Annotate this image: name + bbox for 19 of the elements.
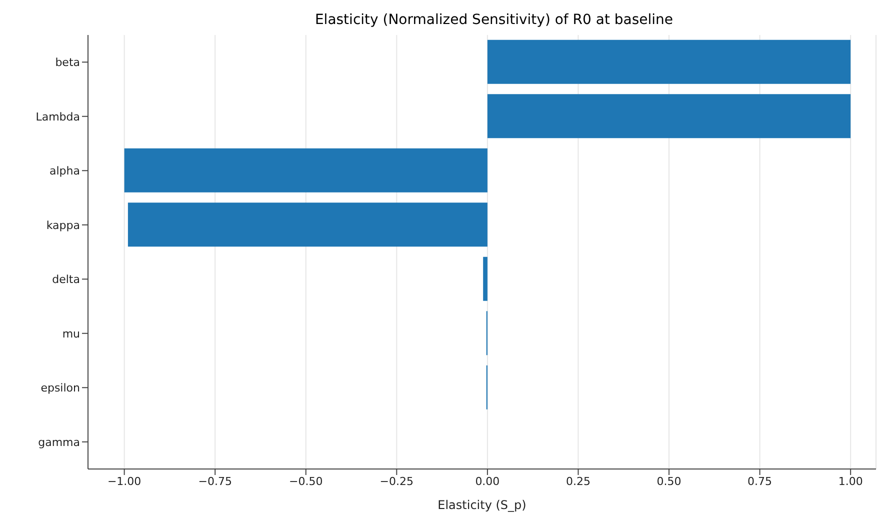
x-tick-label: −0.75 xyxy=(198,474,232,488)
x-tick-label: 0.00 xyxy=(475,474,500,488)
y-tick-label: gamma xyxy=(38,436,80,449)
x-tick-label: −1.00 xyxy=(107,474,142,488)
x-tick-label: 1.00 xyxy=(838,474,863,488)
y-tick-label: Lambda xyxy=(36,110,80,124)
x-tick-label: 0.25 xyxy=(566,474,590,488)
x-tick-label: 0.50 xyxy=(656,474,682,488)
x-axis-title: Elasticity (S_p) xyxy=(438,498,526,512)
x-tick-label: 0.75 xyxy=(748,474,772,488)
y-tick-label: delta xyxy=(52,273,80,286)
y-tick-label: epsilon xyxy=(40,382,80,395)
y-tick-label: mu xyxy=(62,327,80,340)
y-tick-label: alpha xyxy=(50,164,80,178)
x-tick-label: −0.50 xyxy=(289,474,323,488)
x-tick-label: −0.25 xyxy=(380,474,414,488)
y-tick-label: kappa xyxy=(46,218,80,232)
chart-title: Elasticity (Normalized Sensitivity) of R0 at baseline xyxy=(314,12,674,28)
y-tick-label: beta xyxy=(55,56,80,70)
